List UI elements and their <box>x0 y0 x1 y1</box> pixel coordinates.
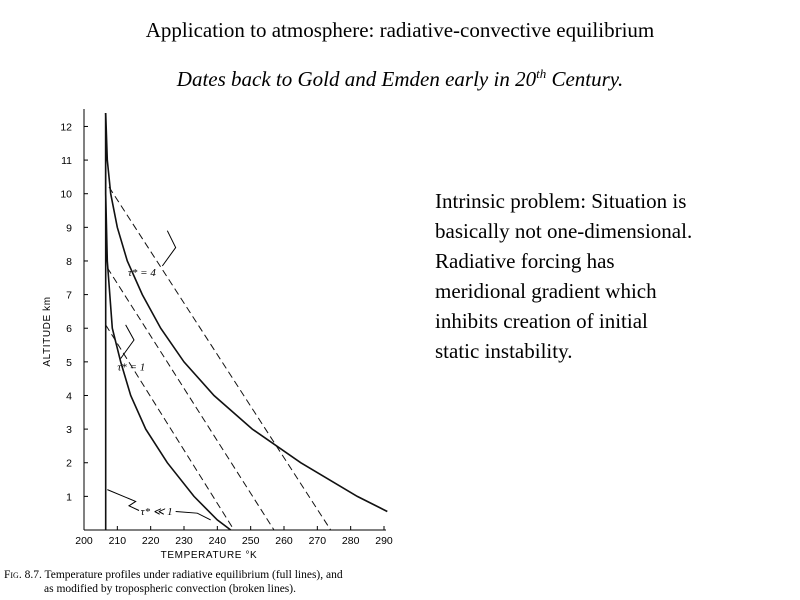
tau4-label: τ* = 4 <box>128 267 156 279</box>
x-tick-label: 260 <box>275 535 293 547</box>
y-tick-label: 11 <box>61 155 72 167</box>
x-tick-label: 250 <box>242 535 260 547</box>
tau-small-leader-right <box>175 511 211 521</box>
y-tick-label: 3 <box>66 424 72 436</box>
note-line: inhibits creation of initial <box>435 309 648 333</box>
x-tick-label: 280 <box>342 535 360 547</box>
y-tick-label: 1 <box>66 491 72 503</box>
x-tick-label: 210 <box>109 535 127 547</box>
slide-subtitle: Dates back to Gold and Emden early in 20… <box>0 66 800 92</box>
series-line-tau_small-dashed <box>105 324 235 531</box>
y-tick-label: 9 <box>66 222 72 234</box>
y-tick-label: 5 <box>66 357 72 369</box>
series-line-tau1-solid <box>104 113 232 531</box>
x-tick-label: 270 <box>309 535 327 547</box>
subtitle-text: Dates back to Gold and Emden early in 20 <box>176 67 537 91</box>
y-axis-title: ALTITUDE km <box>42 296 53 366</box>
tau1-label: τ* = 1 <box>117 361 145 373</box>
y-tick-label: 7 <box>66 290 72 302</box>
x-axis-title: TEMPERATURE °K <box>161 550 258 561</box>
tau-small-label: τ* ≪ 1 <box>141 506 173 518</box>
tau1-leader <box>120 324 135 359</box>
y-tick-label: 12 <box>60 121 72 133</box>
y-tick-label: 6 <box>66 323 72 335</box>
series-line-tau1-dashed <box>106 267 275 531</box>
subtitle-superscript: th <box>536 66 547 81</box>
subtitle-end: Century. <box>546 67 624 91</box>
x-tick-label: 220 <box>142 535 160 547</box>
x-tick-label: 290 <box>375 535 393 547</box>
series-line-tau4-solid <box>104 112 388 513</box>
tau4-leader <box>161 230 177 267</box>
note-line: meridional gradient which <box>435 279 657 303</box>
note-text: Intrinsic problem: Situation is basicall… <box>435 186 780 366</box>
series-line-tau4-dashed <box>108 186 332 531</box>
caption-line2: as modified by tropospheric convection (… <box>44 583 296 595</box>
slide-title: Application to atmosphere: radiative-con… <box>145 18 655 42</box>
temperature-altitude-chart: 200 210 220 230 240 250 260 270 280 2901234567891… <box>42 109 393 561</box>
y-tick-label: 10 <box>60 189 72 201</box>
y-tick-label: 8 <box>66 256 72 268</box>
y-tick-label: 2 <box>66 458 72 470</box>
x-tick-label: 200 <box>75 535 93 547</box>
tau-small-leader-left <box>107 489 140 511</box>
x-tick-label: 230 <box>175 535 193 547</box>
note-line: Radiative forcing has <box>435 249 615 273</box>
figure-caption: Fig. 8.7. Temperature profiles under rad… <box>4 568 474 596</box>
note-line: static instability. <box>435 339 573 363</box>
note-line: basically not one-dimensional. <box>435 219 693 243</box>
caption-fig-label: Fig. 8.7. <box>4 569 42 581</box>
y-tick-label: 4 <box>66 390 72 402</box>
caption-line1: Temperature profiles under radiative equ… <box>41 569 343 581</box>
x-tick-label: 240 <box>209 535 227 547</box>
note-line: Intrinsic problem: Situation is <box>435 189 687 213</box>
